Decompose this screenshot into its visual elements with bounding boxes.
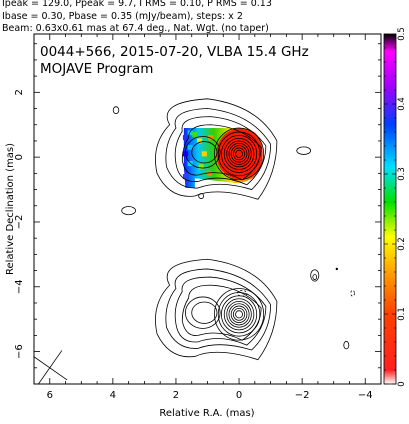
core-contour: [230, 145, 248, 163]
colorbar: 0 0.1 0.2 0.3 0.4 0.5: [383, 27, 407, 387]
core-contour: [232, 307, 246, 321]
outer-contour: [155, 98, 278, 200]
polarization-pixel: [187, 130, 193, 136]
beam-cross: [34, 350, 68, 384]
polarization-image: [182, 127, 263, 188]
colorbar-tick-label: 0: [397, 381, 407, 386]
polarization-pixel: [192, 131, 198, 137]
x-tick-label: −2: [295, 390, 310, 401]
x-axis-label: Relative R.A. (mas): [159, 408, 254, 419]
polarization-pixel: [198, 164, 204, 170]
noise-contour: [237, 290, 248, 297]
colorbar-tick-label: 0.3: [397, 167, 407, 181]
beam-minor-axis: [37, 350, 63, 384]
y-tick-label: −4: [14, 279, 25, 294]
polarization-pixel: [187, 144, 193, 150]
core-contour: [217, 131, 261, 177]
core-contour: [226, 301, 252, 328]
y-tick-label: 2: [14, 89, 25, 95]
polarization-pixel: [206, 170, 212, 176]
polarization-pixel: [182, 174, 188, 180]
y-axis-ticks: 2 0 −2 −4 −6: [14, 43, 381, 385]
noise-contour: [343, 340, 350, 350]
colorbar-ticks: 0 0.1 0.2 0.3 0.4 0.5: [384, 27, 407, 387]
x-axis-ticks: 6 4 2 0 −2 −4: [33, 34, 382, 401]
noise-contour: [350, 290, 355, 297]
y-tick-label: −6: [14, 344, 25, 359]
outer-contour: [155, 258, 278, 361]
x-tick-label: 2: [173, 390, 179, 401]
core-contour: [228, 303, 250, 326]
x-tick-label: 6: [47, 390, 53, 401]
contour: [174, 276, 267, 346]
header-line-1: Ipeak = 129.0, Ppeak = 9.7, I RMS = 0.10…: [2, 0, 272, 9]
core-contour: [235, 310, 243, 319]
noise-contour: [121, 206, 136, 216]
noise-contour: [296, 146, 312, 155]
x-tick-label: 0: [236, 390, 242, 401]
header-line-2: Ibase = 0.30, Pbase = 0.35 (mJy/beam), s…: [2, 11, 243, 22]
core-contour: [226, 140, 252, 168]
header-line-3: Beam: 0.63x0.61 mas at 67.4 deg., Nat. W…: [2, 23, 269, 34]
noise-contour: [198, 193, 205, 199]
core-contour: [217, 292, 261, 337]
contour: [165, 108, 271, 191]
colorbar-tick-label: 0.5: [397, 27, 407, 41]
jet-contour: [185, 296, 221, 329]
polarization-pixel: [201, 151, 207, 157]
y-tick-label: 0: [14, 154, 25, 160]
core-contour: [223, 137, 255, 170]
jet-contour: [191, 141, 218, 164]
colorbar-gradient: [383, 33, 397, 385]
core-contour: [223, 298, 255, 331]
plot-frame: [33, 33, 382, 385]
jet-contour: [185, 136, 221, 169]
x-tick-label: −4: [358, 390, 373, 401]
core-contour: [235, 149, 243, 158]
noise-contour: [312, 274, 318, 280]
core-polarization: [216, 128, 262, 180]
noise-contour: [310, 269, 320, 282]
noise-contour: [112, 106, 120, 115]
y-axis-label: Relative Declination (mas): [5, 143, 16, 275]
header: Ipeak = 129.0, Ppeak = 9.7, I RMS = 0.10…: [2, 0, 272, 34]
colorbar-tick-label: 0.2: [397, 237, 407, 251]
core-contour: [230, 305, 248, 324]
total-intensity-contours: [112, 98, 355, 361]
polarization-pixel: [182, 135, 188, 141]
core-contour: [232, 147, 246, 161]
polarization-pixel: [208, 135, 214, 141]
contour: [165, 268, 271, 351]
x-tick-label: 4: [110, 390, 116, 401]
colorbar-tick-label: 0.4: [397, 97, 407, 111]
core-contour: [220, 134, 258, 173]
colorbar-tick-label: 0.1: [397, 307, 407, 321]
jet-contour: [191, 301, 218, 324]
plot-title: 0044+566, 2015-07-20, VLBA 15.4 GHz: [40, 44, 309, 60]
core-contour: [228, 142, 250, 165]
plot-subtitle: MOJAVE Program: [40, 61, 153, 77]
polarization-pixel: [197, 138, 203, 144]
y-tick-label: −2: [14, 215, 25, 230]
core-contour: [214, 288, 265, 341]
core-contour: [214, 127, 265, 181]
contour: [174, 116, 267, 186]
noise-point: [335, 267, 339, 271]
